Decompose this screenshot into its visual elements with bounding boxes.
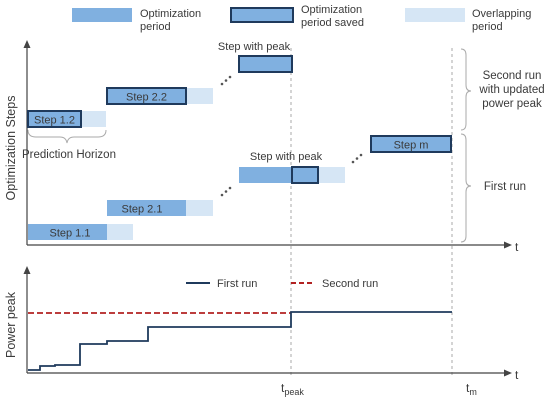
ellipsis-step-m [351,153,363,164]
ellipsis-top [220,75,232,86]
step-m-bar [370,135,452,153]
step-m-label: Step m [394,140,429,152]
bottom-chart: t Power peak First run Second run tpeak … [4,266,519,397]
top-y-arrow [23,40,31,48]
first-run-line [28,311,452,371]
step-1-2-bar [27,110,82,128]
top-y-axis-label: Optimization Steps [4,96,18,201]
peak-overlap-right [318,167,345,183]
first-run-brace [460,133,472,243]
bottom-y-arrow [23,266,31,274]
top-x-arrow [504,241,512,249]
overlap-1-2 [80,111,106,127]
peak-label-first: Step with peak [250,151,323,163]
top-x-axis-label: t [515,240,519,254]
first-run-label: First run [484,181,526,193]
step-1-2-label: Step 1.2 [34,115,75,127]
step-2-2-label: Step 2.2 [126,92,167,104]
prediction-horizon-label: Prediction Horizon [22,149,116,161]
ellipsis-bottom [220,186,232,197]
overlap-2-1 [186,200,213,216]
peak-bar-second [238,55,293,73]
step-1-1-label: Step 1.1 [50,228,91,240]
legend-second-run-label: Second run [322,278,378,290]
overlap-1-1 [107,224,133,240]
legend-label-saved: Optimization period saved [301,4,364,29]
bottom-y-axis-label: Power peak [4,291,18,358]
tick-t-m: tm [466,381,477,397]
bottom-x-axis-label: t [515,368,519,382]
legend-swatch-overlapping [405,8,465,22]
legend-first-run-label: First run [217,278,257,290]
legend: Optimization period Optimization period sa… [72,4,531,33]
prediction-horizon-brace [27,129,107,144]
peak-bar-first [239,167,292,183]
legend-swatch-saved [230,7,294,23]
second-run-brace [460,48,472,131]
second-run-label: Second run with updated power peak [478,70,544,110]
peak-saved-first [291,166,319,184]
step-2-1-label: Step 2.1 [122,204,163,216]
step-2-2-bar [106,87,187,105]
legend-label-optimization: Optimization period [140,8,201,33]
step-1-1-bar [28,224,107,240]
tick-t-peak: tpeak [281,381,304,397]
top-chart: t Optimization Steps Step 1.2 Step 2.2 S… [4,40,545,375]
bottom-x-arrow [504,369,512,377]
overlap-2-2 [186,88,213,104]
peak-label-second: Step with peak [218,41,291,53]
step-2-1-bar [107,200,186,216]
legend-label-overlapping: Overlapping period [472,8,531,33]
legend-swatch-optimization [72,8,132,22]
